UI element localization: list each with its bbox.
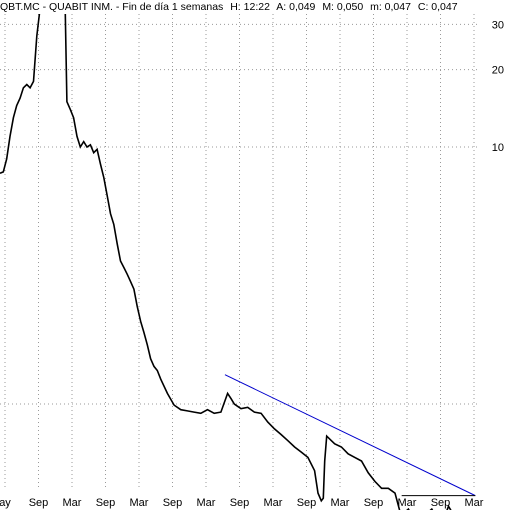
- header-low: m: 0,047: [370, 1, 411, 13]
- x-tick-label: Sep: [297, 497, 317, 509]
- chart-header: QBT.MC - QUABIT INM. - Fin de día 1 sema…: [0, 0, 465, 14]
- price-line: [0, 0, 476, 515]
- header-mid: M: 0,050: [322, 1, 364, 13]
- x-tick-label: Mar: [465, 497, 484, 509]
- x-tick-label: Mar: [264, 497, 283, 509]
- header-symbol: QBT.MC - QUABIT INM. - Fin de día 1 sema…: [0, 1, 224, 13]
- y-tick-label: 30: [492, 19, 504, 31]
- header-ask: A: 0,049: [276, 1, 316, 13]
- x-tick-label: Sep: [96, 497, 116, 509]
- header-close: C: 0,047: [417, 1, 458, 13]
- x-tick-label: Mar: [398, 497, 417, 509]
- y-tick-label: 20: [492, 65, 504, 77]
- x-tick-label: Mar: [130, 497, 149, 509]
- x-tick-label: ay: [0, 497, 11, 509]
- x-tick-label: Mar: [63, 497, 82, 509]
- x-tick-label: Mar: [197, 497, 216, 509]
- x-tick-label: Sep: [230, 497, 250, 509]
- x-tick-label: Sep: [163, 497, 183, 509]
- header-high: H: 12:22: [230, 1, 270, 13]
- trendline: [224, 374, 476, 497]
- x-tick-label: Sep: [364, 497, 384, 509]
- x-tick-label: Sep: [29, 497, 49, 509]
- x-tick-label: Mar: [331, 497, 350, 509]
- x-tick-label: Sep: [431, 497, 451, 509]
- y-tick-label: 10: [492, 142, 504, 154]
